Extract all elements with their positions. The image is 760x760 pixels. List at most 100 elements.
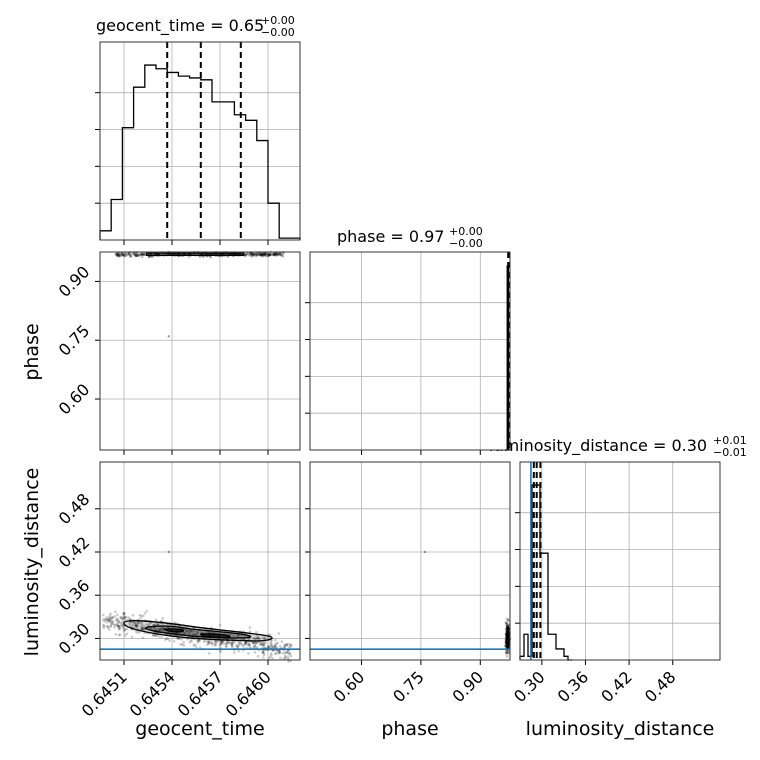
ld-phase-sample-196 bbox=[507, 628, 510, 631]
ld-geocent-sample-696 bbox=[252, 646, 255, 649]
ld-geocent-sample-298 bbox=[131, 624, 134, 627]
phase-geocent-sample-321 bbox=[254, 254, 258, 258]
ld-geocent-sample-156 bbox=[263, 642, 267, 646]
phase-geocent-sample-310 bbox=[267, 254, 270, 257]
ld-geocent-sample-305 bbox=[227, 642, 231, 645]
phase-geocent-sample-66 bbox=[127, 252, 130, 256]
ld-phase-sample-188 bbox=[506, 645, 510, 648]
ld-phase-sample-228 bbox=[505, 643, 508, 647]
ld-hist-border bbox=[519, 461, 721, 661]
ld-geocent-sample-269 bbox=[189, 629, 192, 632]
ld-geocent-sample-662 bbox=[122, 612, 125, 615]
ld-geocent-sample-77 bbox=[137, 621, 140, 625]
ld-geocent-sample-20 bbox=[107, 618, 111, 622]
ld-geocent-sample-443 bbox=[184, 630, 188, 634]
ld-geocent-sample-374 bbox=[289, 644, 293, 647]
phase-geocent-sample-284 bbox=[117, 251, 120, 255]
ld-geocent-sample-391 bbox=[269, 652, 273, 655]
ld-geocent-sample-676 bbox=[287, 643, 291, 646]
ld-geocent-sample-202 bbox=[288, 652, 292, 656]
phase-geocent-sample-242 bbox=[257, 253, 261, 257]
ld-geocent-sample-15 bbox=[176, 636, 179, 640]
phase-geocent-sample-135 bbox=[276, 253, 279, 257]
phase-geocent-sample-231 bbox=[118, 253, 121, 256]
ld-geocent-sample-466 bbox=[194, 633, 198, 637]
phase-geocent-sample-118 bbox=[266, 253, 270, 257]
ld-geocent-sample-689 bbox=[134, 624, 138, 628]
ld-geocent-sample-283 bbox=[135, 624, 138, 627]
ld-geocent-sample-567 bbox=[186, 629, 189, 633]
phase-geocent-sample-73 bbox=[137, 253, 140, 257]
ld-geocent-sample-139 bbox=[198, 639, 201, 643]
ld-geocent-sample-335 bbox=[196, 631, 200, 635]
ld-geocent-sample-189 bbox=[109, 619, 113, 622]
phase-geocent-sample-379 bbox=[136, 252, 139, 256]
title-phase: phase = 0.97 +0.00 −0.00 bbox=[337, 225, 483, 250]
geocent-time-xtick-label-2: 0.6457 bbox=[174, 667, 227, 720]
ld-geocent-sample-368 bbox=[189, 638, 192, 642]
phase-geocent-sample-29 bbox=[127, 253, 131, 256]
ld-geocent-sample-136 bbox=[256, 655, 260, 658]
phase-geocent-sample-4 bbox=[251, 254, 255, 257]
ld-phase-sample-50 bbox=[506, 627, 510, 631]
ld-geocent-sample-154 bbox=[237, 640, 240, 644]
ld-geocent-sample-198 bbox=[239, 642, 242, 646]
ld-geocent-sample-671 bbox=[242, 643, 245, 647]
phase-geocent-sample-159 bbox=[251, 252, 254, 256]
phase-geocent-density-core bbox=[145, 252, 245, 257]
phase-geocent-sample-393 bbox=[262, 252, 266, 255]
ld-geocent-sample-30 bbox=[167, 626, 170, 629]
phase-geocent-sample-125 bbox=[274, 252, 277, 256]
phase-geocent-sample-217 bbox=[129, 254, 133, 257]
phase-geocent-sample-366 bbox=[124, 252, 128, 256]
ld-phase-sample-243 bbox=[506, 625, 509, 628]
ld-phase-sample-286 bbox=[507, 643, 510, 647]
ld-geocent-sample-692 bbox=[186, 637, 189, 641]
phase-geocent-sample-22 bbox=[259, 253, 263, 257]
ld-geocent-sample-487 bbox=[262, 642, 265, 645]
ld-phase-sample-254 bbox=[507, 646, 510, 649]
ld-geocent-sample-155 bbox=[253, 650, 257, 654]
ld-phase-sample-43 bbox=[506, 627, 510, 631]
phase-geocent-sample-408 bbox=[260, 252, 264, 256]
ld-geocent-sample-517 bbox=[122, 611, 126, 615]
ld-phase-sample-15 bbox=[507, 645, 511, 648]
ld-geocent-sample-416 bbox=[161, 616, 165, 620]
ld-phase-sample-251 bbox=[505, 622, 508, 625]
ld-geocent-sample-9 bbox=[264, 640, 267, 644]
ld-geocent-sample-238 bbox=[262, 641, 266, 644]
phase-geocent-sample-289 bbox=[258, 253, 262, 256]
ld-geocent-sample-58 bbox=[214, 644, 217, 647]
ld-geocent-sample-536 bbox=[252, 636, 255, 640]
ld-phase-sample-81 bbox=[505, 646, 508, 649]
phase-geocent-sample-258 bbox=[249, 252, 252, 256]
ld-geocent-sample-511 bbox=[289, 645, 292, 649]
ld-geocent-sample-33 bbox=[207, 640, 211, 643]
ld-geocent-sample-191 bbox=[136, 626, 139, 629]
ld-geocent-sample-508 bbox=[154, 628, 158, 632]
ld-geocent-sample-145 bbox=[102, 624, 106, 627]
ld-geocent-sample-48 bbox=[143, 612, 147, 615]
phase-geocent-sample-415 bbox=[276, 252, 280, 256]
ld-geocent-sample-0 bbox=[267, 656, 271, 660]
ld-geocent-sample-26 bbox=[105, 624, 108, 628]
ld-phase-sample-221 bbox=[506, 645, 510, 648]
phase-geocent-sample-243 bbox=[278, 252, 281, 255]
ld-geocent-sample-547 bbox=[258, 637, 261, 641]
ld-geocent-sample-375 bbox=[230, 643, 234, 646]
ld-geocent-sample-185 bbox=[244, 640, 247, 644]
ld-geocent-sample-394 bbox=[225, 640, 229, 644]
ld-geocent-sample-679 bbox=[288, 652, 292, 655]
ld-geocent-sample-356 bbox=[108, 614, 112, 617]
ld-geocent-sample-602 bbox=[116, 624, 120, 628]
phase-geocent-sample-290 bbox=[254, 251, 258, 255]
ld-phase-sample-29 bbox=[507, 618, 510, 621]
ld-geocent-sample-44 bbox=[140, 614, 143, 618]
ld-geocent-sample-437 bbox=[118, 624, 121, 628]
ld-geocent-sample-146 bbox=[122, 627, 125, 630]
ld-phase-sample-91 bbox=[506, 619, 510, 623]
phase-ytick-label-1: 0.75 bbox=[55, 321, 94, 360]
ld-geocent-sample-107 bbox=[261, 650, 265, 654]
ld-geocent-sample-439 bbox=[247, 643, 250, 647]
title-luminosity-distance-sup: +0.01 bbox=[713, 434, 747, 447]
